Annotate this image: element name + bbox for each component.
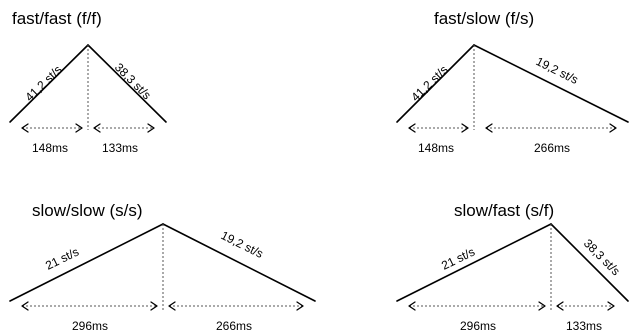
fall-duration-label: 266ms: [534, 141, 570, 155]
fall-slope-line: [162, 223, 316, 302]
rise-slope-line: [9, 44, 89, 123]
panel-title: slow/fast (s/f): [454, 201, 554, 220]
fall-slope-line: [473, 44, 629, 123]
rise-rate-label: 41,2 st/s: [22, 63, 64, 105]
panel-title: fast/fast (f/f): [12, 9, 102, 28]
fall-duration-label: 133ms: [566, 319, 602, 333]
panel-slow-slow: slow/slow (s/s) 21 st/s 19,2 st/s 296ms …: [9, 201, 316, 333]
fall-rate-label: 38,3 st/s: [581, 236, 623, 278]
rise-rate-label: 41,2 st/s: [408, 63, 450, 105]
panel-title: slow/slow (s/s): [32, 201, 143, 220]
fall-slope-line: [87, 44, 167, 123]
rise-slope-line: [396, 223, 552, 302]
fall-duration-label: 133ms: [102, 141, 138, 155]
rise-slope-line: [396, 44, 475, 123]
panel-title: fast/slow (f/s): [434, 9, 534, 28]
fall-slope-line: [550, 223, 629, 302]
panel-fast-slow: fast/slow (f/s) 41,2 st/s 19,2 st/s 148m…: [396, 9, 629, 155]
panel-fast-fast: fast/fast (f/f) 41,2 st/s 38,3 st/s 148m…: [9, 9, 167, 155]
rise-duration-label: 296ms: [72, 319, 108, 333]
rise-rate-label: 21 st/s: [439, 245, 477, 273]
rise-slope-line: [9, 223, 164, 302]
rise-duration-label: 148ms: [418, 141, 454, 155]
rise-duration-label: 296ms: [460, 319, 496, 333]
panel-slow-fast: slow/fast (s/f) 21 st/s 38,3 st/s 296ms …: [396, 201, 629, 333]
rise-duration-label: 148ms: [32, 141, 68, 155]
fall-rate-label: 19,2 st/s: [534, 54, 581, 87]
fall-rate-label: 38,3 st/s: [112, 60, 154, 102]
fall-duration-label: 266ms: [216, 319, 252, 333]
